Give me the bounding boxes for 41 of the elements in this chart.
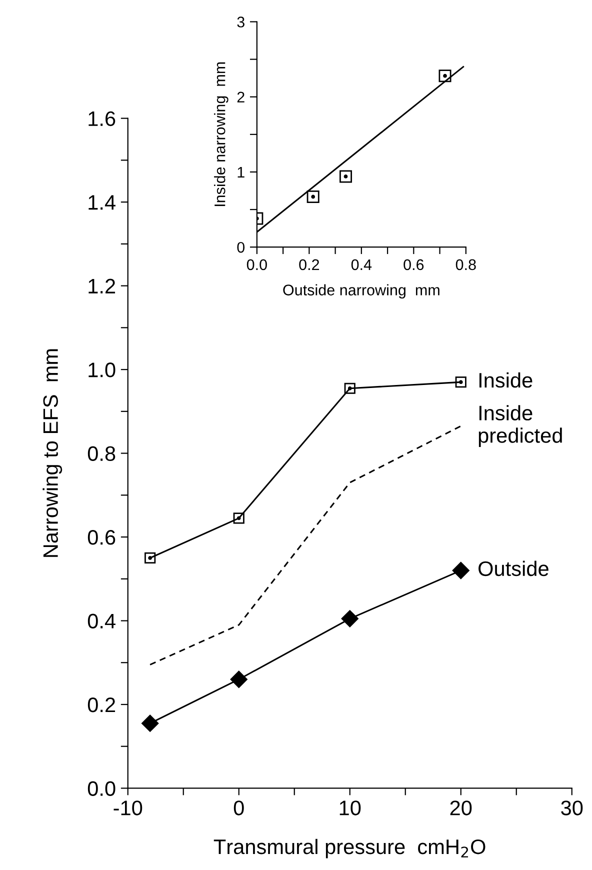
y-tick-label: 1.4 <box>88 195 116 210</box>
point <box>455 376 466 388</box>
x-tick-label: 30 <box>561 800 583 816</box>
x-tick-label: -10 <box>114 800 142 816</box>
text: 0.0 <box>246 259 267 270</box>
y-tick-label: 0.4 <box>88 614 116 628</box>
y-axis-title: Narrowing to EFS mm <box>42 349 62 557</box>
x-axis-title: Outside narrowing mm <box>283 284 440 298</box>
y-tick-label: 0.6 <box>88 530 116 545</box>
y-tick-label: 3 <box>237 16 244 28</box>
y-tick-label: 1.2 <box>88 278 116 294</box>
x-tick-label: 0.8 <box>456 259 476 270</box>
point <box>144 552 156 564</box>
point <box>230 670 248 688</box>
x-tick-label: 0.6 <box>404 259 424 270</box>
series-label: Outside <box>478 560 548 576</box>
x-axis-title: Transmural pressure cmH$_{2}$O <box>214 838 486 858</box>
y-axis-title: Inside narrowing mm <box>214 62 228 206</box>
text: 1.0 <box>88 362 116 378</box>
point <box>344 382 356 394</box>
y-tick-label: 1 <box>238 166 244 178</box>
y-tick-label: 2 <box>237 92 244 102</box>
line-series <box>149 425 462 666</box>
point <box>142 714 159 732</box>
text: 0.0 <box>88 781 116 796</box>
x-tick-label: 0.4 <box>351 259 372 270</box>
series-label: Inside predicted <box>478 405 562 447</box>
y-tick-label: 0.2 <box>88 697 116 712</box>
point <box>341 610 358 628</box>
point <box>452 562 470 580</box>
y-tick-label: 0 <box>237 242 245 253</box>
series-label: Inside <box>479 372 532 388</box>
x-tick-label: 0.2 <box>299 259 320 270</box>
point <box>233 512 244 524</box>
point <box>438 70 452 82</box>
x-tick-label: 10 <box>340 800 361 816</box>
x-tick-label: 20 <box>450 800 472 816</box>
y-tick-label: 0.8 <box>88 446 116 462</box>
point <box>339 170 352 183</box>
point <box>306 190 320 204</box>
y-tick-label: 1.6 <box>88 111 116 126</box>
